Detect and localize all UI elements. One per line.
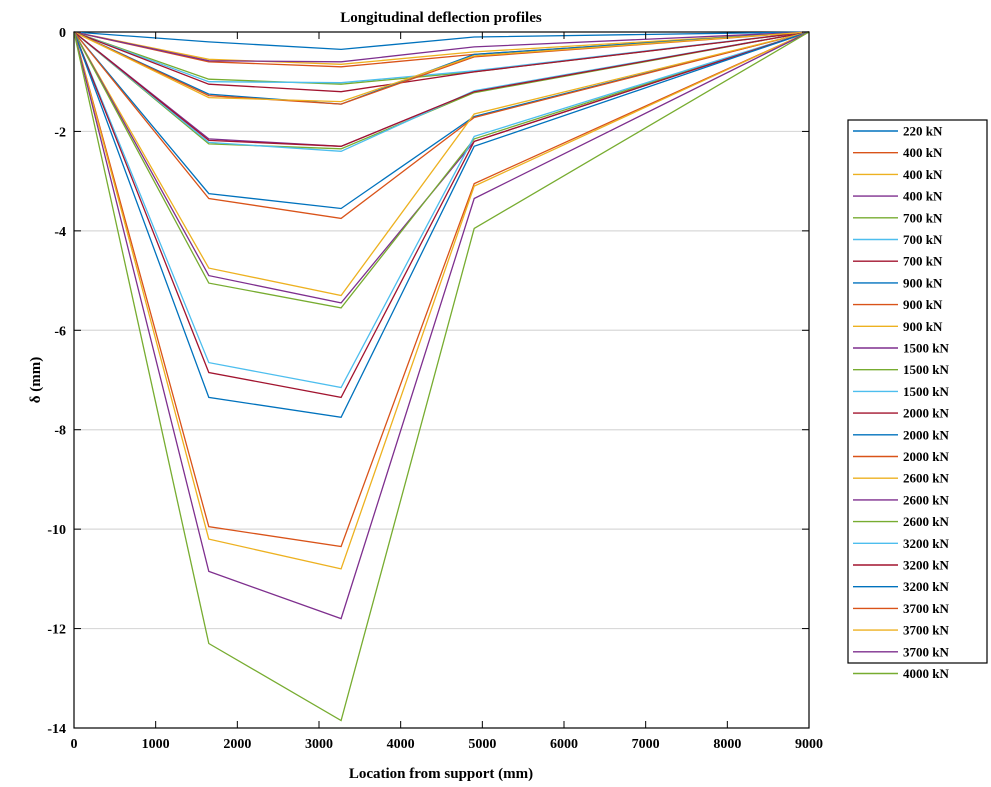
legend-label: 220 kN xyxy=(903,124,943,139)
series-lines xyxy=(73,31,810,722)
legend-label: 400 kN xyxy=(903,189,943,204)
series-line xyxy=(73,31,810,147)
legend-label: 2000 kN xyxy=(903,406,949,421)
plot-frame xyxy=(73,31,810,729)
series-line xyxy=(73,31,810,103)
series-line xyxy=(73,31,810,620)
legend-label: 400 kN xyxy=(903,167,943,182)
y-tick-label: -6 xyxy=(54,324,66,339)
legend-label: 3200 kN xyxy=(903,579,949,594)
series-line xyxy=(73,31,810,389)
y-axis-label: δ (mm) xyxy=(28,357,44,404)
legend-label: 3700 kN xyxy=(903,644,949,659)
legend-label: 700 kN xyxy=(903,232,943,247)
legend-label: 3700 kN xyxy=(903,623,949,638)
series-line xyxy=(73,31,810,309)
series-line xyxy=(73,31,810,419)
x-tick-label: 2000 xyxy=(223,737,251,752)
x-tick-label: 7000 xyxy=(632,737,660,752)
series-line xyxy=(73,31,810,399)
legend-label: 2600 kN xyxy=(903,492,949,507)
y-tick-label: -12 xyxy=(47,623,66,638)
y-tick-label: 0 xyxy=(59,26,66,41)
legend: 220 kN 400 kN 400 kN 400 kN 700 kN 700 kN 700 … xyxy=(847,119,988,681)
legend-label: 2600 kN xyxy=(903,514,949,529)
series-line xyxy=(73,31,810,105)
legend-label: 900 kN xyxy=(903,275,943,290)
chart-title: Longitudinal deflection profiles xyxy=(340,10,542,26)
y-tick-label: -8 xyxy=(54,424,66,439)
x-axis-label: Location from support (mm) xyxy=(349,766,533,782)
legend-label: 700 kN xyxy=(903,210,943,225)
x-tick-label: 4000 xyxy=(387,737,415,752)
x-tick-label: 9000 xyxy=(795,737,823,752)
y-tick-label: -2 xyxy=(54,125,66,140)
legend-label: 400 kN xyxy=(903,145,943,160)
series-line xyxy=(73,31,810,65)
series-line xyxy=(73,31,810,722)
series-line xyxy=(73,31,810,147)
series-line xyxy=(73,31,810,297)
series-line xyxy=(73,31,810,570)
series-line xyxy=(73,31,810,548)
y-ticks: 0 -2 -4 -6 -8 -10 -12 -14 xyxy=(47,26,809,737)
series-line xyxy=(73,31,810,93)
legend-label: 1500 kN xyxy=(903,362,949,377)
series-line xyxy=(73,31,810,152)
x-ticks: 0 1000 2000 3000 4000 5000 6000 7000 8000 9000 xyxy=(71,32,823,752)
legend-label: 4000 kN xyxy=(903,666,949,681)
x-tick-label: 6000 xyxy=(550,737,578,752)
y-tick-label: -14 xyxy=(47,722,66,737)
series-line xyxy=(73,31,810,150)
x-tick-label: 8000 xyxy=(713,737,741,752)
legend-label: 2600 kN xyxy=(903,471,949,486)
legend-label: 2000 kN xyxy=(903,427,949,442)
series-line xyxy=(73,31,810,63)
series-line xyxy=(73,31,810,220)
legend-label: 700 kN xyxy=(903,254,943,269)
legend-label: 3200 kN xyxy=(903,558,949,573)
series-line xyxy=(73,31,810,51)
legend-label: 1500 kN xyxy=(903,341,949,356)
series-line xyxy=(73,31,810,84)
y-grid xyxy=(74,130,809,630)
x-tick-label: 1000 xyxy=(142,737,170,752)
y-tick-label: -10 xyxy=(47,523,66,538)
legend-label: 1500 kN xyxy=(903,384,949,399)
legend-label: 2000 kN xyxy=(903,449,949,464)
x-tick-label: 0 xyxy=(71,737,78,752)
x-tick-label: 5000 xyxy=(468,737,496,752)
legend-label: 3200 kN xyxy=(903,536,949,551)
y-tick-label: -4 xyxy=(54,225,66,240)
x-tick-label: 3000 xyxy=(305,737,333,752)
legend-label: 3700 kN xyxy=(903,601,949,616)
legend-label: 900 kN xyxy=(903,297,943,312)
legend-label: 900 kN xyxy=(903,319,943,334)
